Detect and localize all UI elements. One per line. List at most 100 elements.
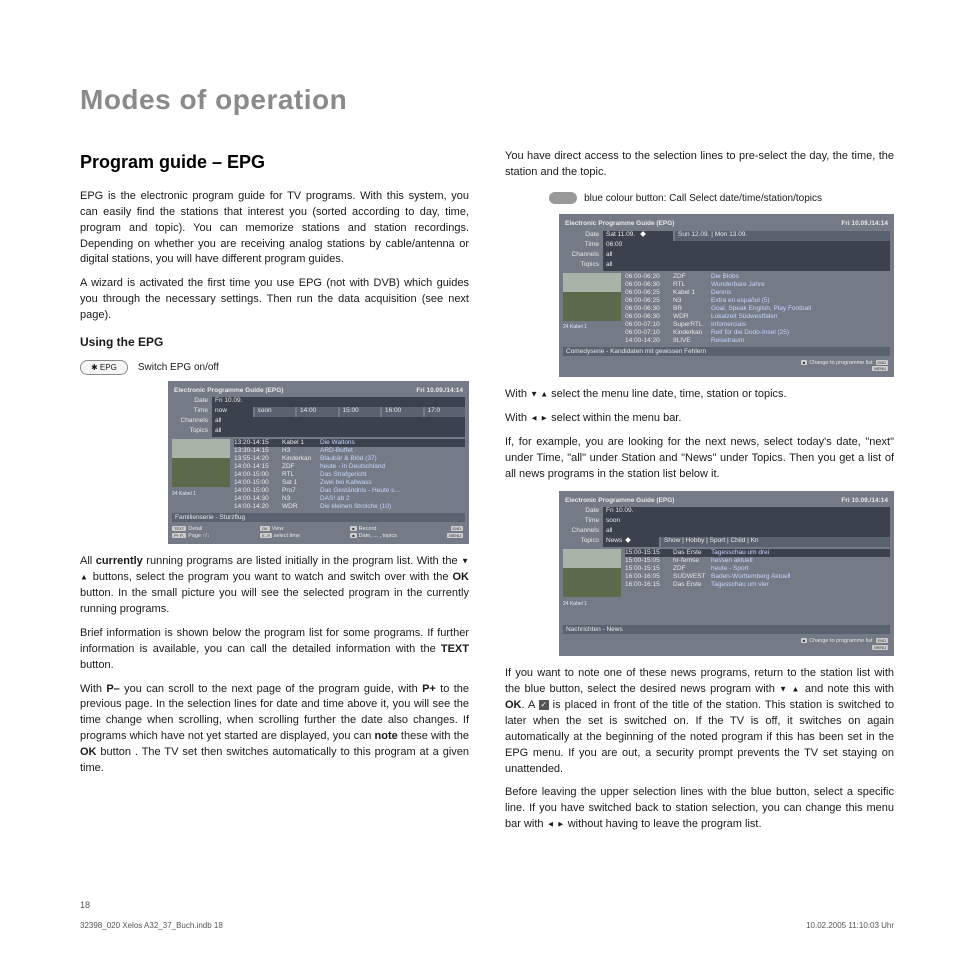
epg1-time-now: now <box>212 407 253 417</box>
switch-label: Switch EPG on/off <box>138 361 219 376</box>
epg1-date-seg: Fri 10.09. <box>212 397 465 407</box>
epg2-title: Electronic Programme Guide (EPG) <box>565 220 674 228</box>
epg3-preview-image: 24 Kabel 1 <box>563 549 621 597</box>
epg3-foot-change: Change to programme list <box>809 638 872 644</box>
program-row: 16:00-16:05SÜDWESTBaden-Württemberg Aktu… <box>625 573 890 581</box>
epg2-time-seg: 06:00 <box>603 241 890 251</box>
using-epg-heading: Using the EPG <box>80 334 469 351</box>
epg1-time-16: 16:00 <box>382 407 423 417</box>
select-line-2: With ◄ ► select within the menu bar. <box>505 411 894 427</box>
right-column: You have direct access to the selection … <box>505 149 894 842</box>
epg3-label-topics: Topics <box>563 537 599 547</box>
epg1-foot-menu: MENU <box>447 533 463 538</box>
epg1-label-topics: Topics <box>172 427 208 437</box>
down-up-arrow-icon: ▼ ▲ <box>530 390 548 399</box>
blue-button-label: blue colour button: Call Select date/tim… <box>584 193 822 204</box>
epg1-foot-view: View <box>272 526 284 533</box>
note-paragraph: If you want to note one of these news pr… <box>505 666 894 778</box>
epg1-info: Familienserie - Sturzflug <box>172 513 465 522</box>
footer-right: 10.02.2005 11:10:03 Uhr <box>806 920 894 932</box>
epg2-ch-seg: all <box>603 251 890 261</box>
epg3-program-list: 15:00-15:15Das ErsteTagesschau um drei 15… <box>625 549 890 617</box>
epg2-label-time: Time <box>563 241 599 251</box>
epg1-label-channels: Channels <box>172 417 208 427</box>
epg2-label-date: Date <box>563 231 599 241</box>
epg3-ch-seg: all <box>603 527 890 537</box>
epg1-foot-09-badge: 0...9 <box>260 533 272 538</box>
epg2-program-list: 06:00-06:20ZDFDie Blobs06:00-06:30RTLWun… <box>625 273 890 345</box>
program-row: 15:00-15:15Das ErsteTagesschau um drei <box>625 549 890 557</box>
select-line-1: With ▼ ▲ select the menu line date, time… <box>505 387 894 403</box>
epg-button-badge: ✱ EPG <box>80 360 128 375</box>
program-row: 06:00-06:30WDRLokalzeit Südwestfalen <box>625 313 890 321</box>
epg3-timestamp: Fri 10.09./14:14 <box>841 497 888 505</box>
epg3-label-date: Date <box>563 507 599 517</box>
epg1-label-time: Time <box>172 407 208 417</box>
epg1-foot-end: END <box>451 526 463 531</box>
epg1-time-14: 14:00 <box>297 407 338 417</box>
epg1-foot-text-badge: TEXT <box>172 526 186 531</box>
epg3-info: Nachrichten - News <box>563 625 890 634</box>
epg-panel-2: Electronic Programme Guide (EPG) Fri 10.… <box>559 214 894 377</box>
epg2-info: Comedyserie - Kandidaten mit gewissen Fe… <box>563 347 890 356</box>
epg2-pic-caption: 24 Kabel 1 <box>563 324 621 330</box>
epg1-program-list: 13:20-14:15Kabel 1Die Waltons13:30-14:15… <box>234 439 465 511</box>
epg1-pic-caption: 24 Kabel 1 <box>172 491 230 497</box>
program-row: 06:00-06:30RTLWunderbare Jahre <box>625 281 890 289</box>
program-row: 13:30-14:15H3ARD-Buffet <box>234 447 465 455</box>
epg2-timestamp: Fri 10.09./14:14 <box>841 220 888 228</box>
program-row: 06:00-07:10KinderkanReif für die Dodo-In… <box>625 329 890 337</box>
page-title: Modes of operation <box>80 80 894 121</box>
epg3-label-channels: Channels <box>563 527 599 537</box>
down-up-arrow-icon: ▼ ▲ <box>779 684 801 693</box>
epg1-topic-seg: all <box>212 427 465 437</box>
brief-paragraph: Brief information is shown below the pro… <box>80 626 469 674</box>
intro-paragraph: EPG is the electronic program guide for … <box>80 189 469 269</box>
epg1-title: Electronic Programme Guide (EPG) <box>174 387 283 395</box>
epg1-foot-p-badge: P+ P- <box>172 533 186 538</box>
epg1-foot-ok-badge: OK <box>260 526 270 531</box>
section-subtitle: Program guide – EPG <box>80 149 469 175</box>
left-right-arrow-icon: ◄ ► <box>530 414 548 423</box>
left-right-arrow-icon: ◄ ► <box>547 820 565 829</box>
blue-button-icon <box>549 192 577 204</box>
program-row: 14:00-15:00RTLDas Strafgericht <box>234 471 465 479</box>
epg1-timestamp: Fri 10.09./14:14 <box>416 387 463 395</box>
epg-panel-3: Electronic Programme Guide (EPG) Fri 10.… <box>559 491 894 656</box>
epg2-topic-seg: all <box>603 261 890 271</box>
epg2-foot-change: Change to programme list <box>809 360 872 366</box>
epg2-preview-image: 24 Kabel 1 <box>563 273 621 321</box>
epg1-time-15: 15:00 <box>340 407 381 417</box>
currently-paragraph: All currently running programs are liste… <box>80 554 469 618</box>
epg3-pic-caption: 24 Kabel 1 <box>563 601 621 607</box>
program-row: 15:00-15:15ZDFheute - Sport <box>625 565 890 573</box>
program-row: 14:00-15:00Pro7Das Geständnis - Heute s.… <box>234 487 465 495</box>
epg1-foot-seltime: select time <box>274 533 300 540</box>
epg2-foot-menu: MENU <box>872 366 888 371</box>
program-row: 06:00-06:30BRGoal. Speak English, Play F… <box>625 305 890 313</box>
program-row: 14:00-14:15ZDFheute - in Deutschland <box>234 463 465 471</box>
program-row: 14:00-14:30N3DAS! ab 2 <box>234 495 465 503</box>
right-intro: You have direct access to the selection … <box>505 149 894 181</box>
epg3-foot-menu: MENU <box>872 645 888 650</box>
example-paragraph: If, for example, you are looking for the… <box>505 435 894 483</box>
epg3-date-seg: Fri 10.09. <box>603 507 890 517</box>
epg3-foot-end: END <box>876 638 888 643</box>
epg1-time-17: 17:0 <box>425 407 466 417</box>
epg1-foot-page: Page ↑/↓ <box>188 533 209 540</box>
epg1-ch-seg: all <box>212 417 465 427</box>
epg2-label-topics: Topics <box>563 261 599 271</box>
program-row: 06:00-07:10SuperRTLInfomercials <box>625 321 890 329</box>
program-row: 06:00-06:25N3Extra en español (5) <box>625 297 890 305</box>
epg3-topic-news: News <box>603 537 659 547</box>
epg1-preview-image: 24 Kabel 1 <box>172 439 230 487</box>
epg3-title: Electronic Programme Guide (EPG) <box>565 497 674 505</box>
epg1-foot-record: Record <box>359 526 377 533</box>
footer-left: 32398_020 Xelos A32_37_Buch.indb 18 <box>80 920 223 932</box>
left-column: Program guide – EPG EPG is the electroni… <box>80 149 469 842</box>
program-row: 16:00-16:15Das ErsteTagesschau um vier <box>625 581 890 589</box>
program-row: 06:00-06:20ZDFDie Blobs <box>625 273 890 281</box>
program-row: 13:55-14:20KinderkanBlaubär & Blöd (37) <box>234 455 465 463</box>
program-row: 14:00-14:20WDRDie kleinen Strolche (10) <box>234 503 465 511</box>
epg3-time-seg: soon <box>603 517 890 527</box>
